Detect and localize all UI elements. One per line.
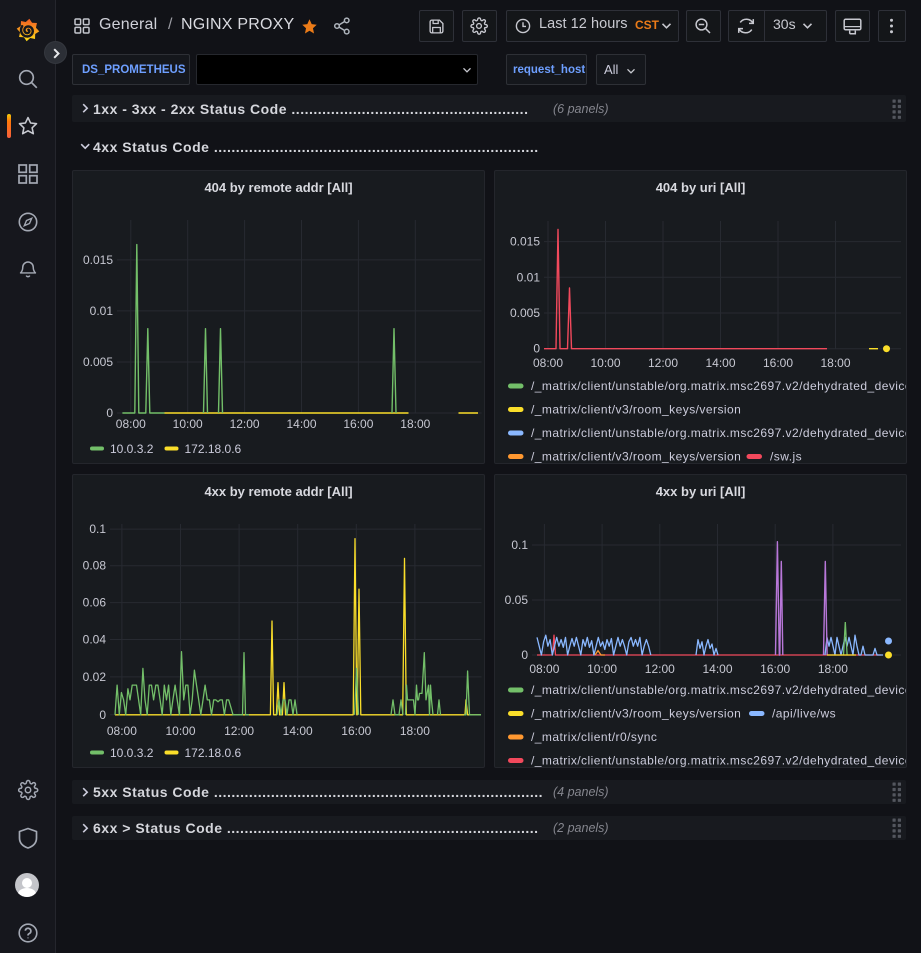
svg-text:172.18.0.6: 172.18.0.6: [185, 442, 242, 456]
svg-text:16:00: 16:00: [763, 356, 793, 370]
svg-text:10:00: 10:00: [165, 724, 195, 738]
svg-text:0.015: 0.015: [83, 253, 113, 267]
svg-text:/_matrix/client/v3/room_keys/v: /_matrix/client/v3/room_keys/version: [531, 707, 741, 721]
svg-text:16:00: 16:00: [760, 662, 790, 676]
svg-text:0.005: 0.005: [83, 355, 113, 369]
svg-text:12:00: 12:00: [648, 356, 678, 370]
svg-text:/_matrix/client/v3/room_keys/v: /_matrix/client/v3/room_keys/version: [531, 450, 741, 464]
svg-text:0: 0: [521, 648, 528, 662]
svg-text:0: 0: [533, 342, 540, 356]
svg-text:0.02: 0.02: [83, 670, 107, 684]
svg-text:0.06: 0.06: [83, 596, 107, 610]
svg-text:10.0.3.2: 10.0.3.2: [110, 746, 154, 760]
svg-text:08:00: 08:00: [107, 724, 137, 738]
svg-text:0.1: 0.1: [89, 522, 106, 536]
svg-text:/sw.js: /sw.js: [770, 450, 802, 464]
svg-text:18:00: 18:00: [818, 662, 848, 676]
svg-text:18:00: 18:00: [400, 417, 430, 431]
svg-text:10:00: 10:00: [173, 417, 203, 431]
svg-text:0.04: 0.04: [83, 633, 107, 647]
svg-text:172.18.0.6: 172.18.0.6: [185, 746, 242, 760]
svg-text:14:00: 14:00: [286, 417, 316, 431]
svg-text:14:00: 14:00: [283, 724, 313, 738]
svg-text:/_matrix/client/unstable/org.m: /_matrix/client/unstable/org.matrix.msc2…: [531, 683, 907, 697]
svg-text:18:00: 18:00: [820, 356, 850, 370]
svg-text:16:00: 16:00: [341, 724, 371, 738]
svg-text:10:00: 10:00: [590, 356, 620, 370]
svg-text:12:00: 12:00: [224, 724, 254, 738]
svg-text:0.01: 0.01: [517, 270, 541, 284]
svg-text:/_matrix/client/unstable/org.m: /_matrix/client/unstable/org.matrix.msc2…: [531, 426, 907, 440]
svg-text:/_matrix/client/r0/sync: /_matrix/client/r0/sync: [531, 730, 657, 744]
svg-text:10.0.3.2: 10.0.3.2: [110, 442, 154, 456]
svg-text:16:00: 16:00: [343, 417, 373, 431]
svg-text:12:00: 12:00: [230, 417, 260, 431]
svg-text:0.015: 0.015: [510, 235, 540, 249]
svg-text:12:00: 12:00: [645, 662, 675, 676]
svg-text:/api/live/ws: /api/live/ws: [772, 707, 836, 721]
svg-text:08:00: 08:00: [116, 417, 146, 431]
svg-text:/_matrix/client/unstable/org.m: /_matrix/client/unstable/org.matrix.msc2…: [531, 754, 907, 768]
svg-text:/_matrix/client/v3/room_keys/v: /_matrix/client/v3/room_keys/version: [531, 403, 741, 417]
svg-text:0.005: 0.005: [510, 306, 540, 320]
svg-text:14:00: 14:00: [705, 356, 735, 370]
svg-text:0.05: 0.05: [505, 593, 529, 607]
svg-text:08:00: 08:00: [529, 662, 559, 676]
svg-text:0.1: 0.1: [511, 538, 528, 552]
svg-text:14:00: 14:00: [702, 662, 732, 676]
svg-text:18:00: 18:00: [400, 724, 430, 738]
svg-text:0: 0: [106, 406, 113, 420]
svg-text:10:00: 10:00: [587, 662, 617, 676]
svg-text:/_matrix/client/unstable/org.m: /_matrix/client/unstable/org.matrix.msc2…: [531, 379, 907, 393]
svg-text:0: 0: [99, 708, 106, 722]
svg-text:0.08: 0.08: [83, 559, 107, 573]
svg-text:0.01: 0.01: [90, 304, 114, 318]
svg-text:08:00: 08:00: [533, 356, 563, 370]
